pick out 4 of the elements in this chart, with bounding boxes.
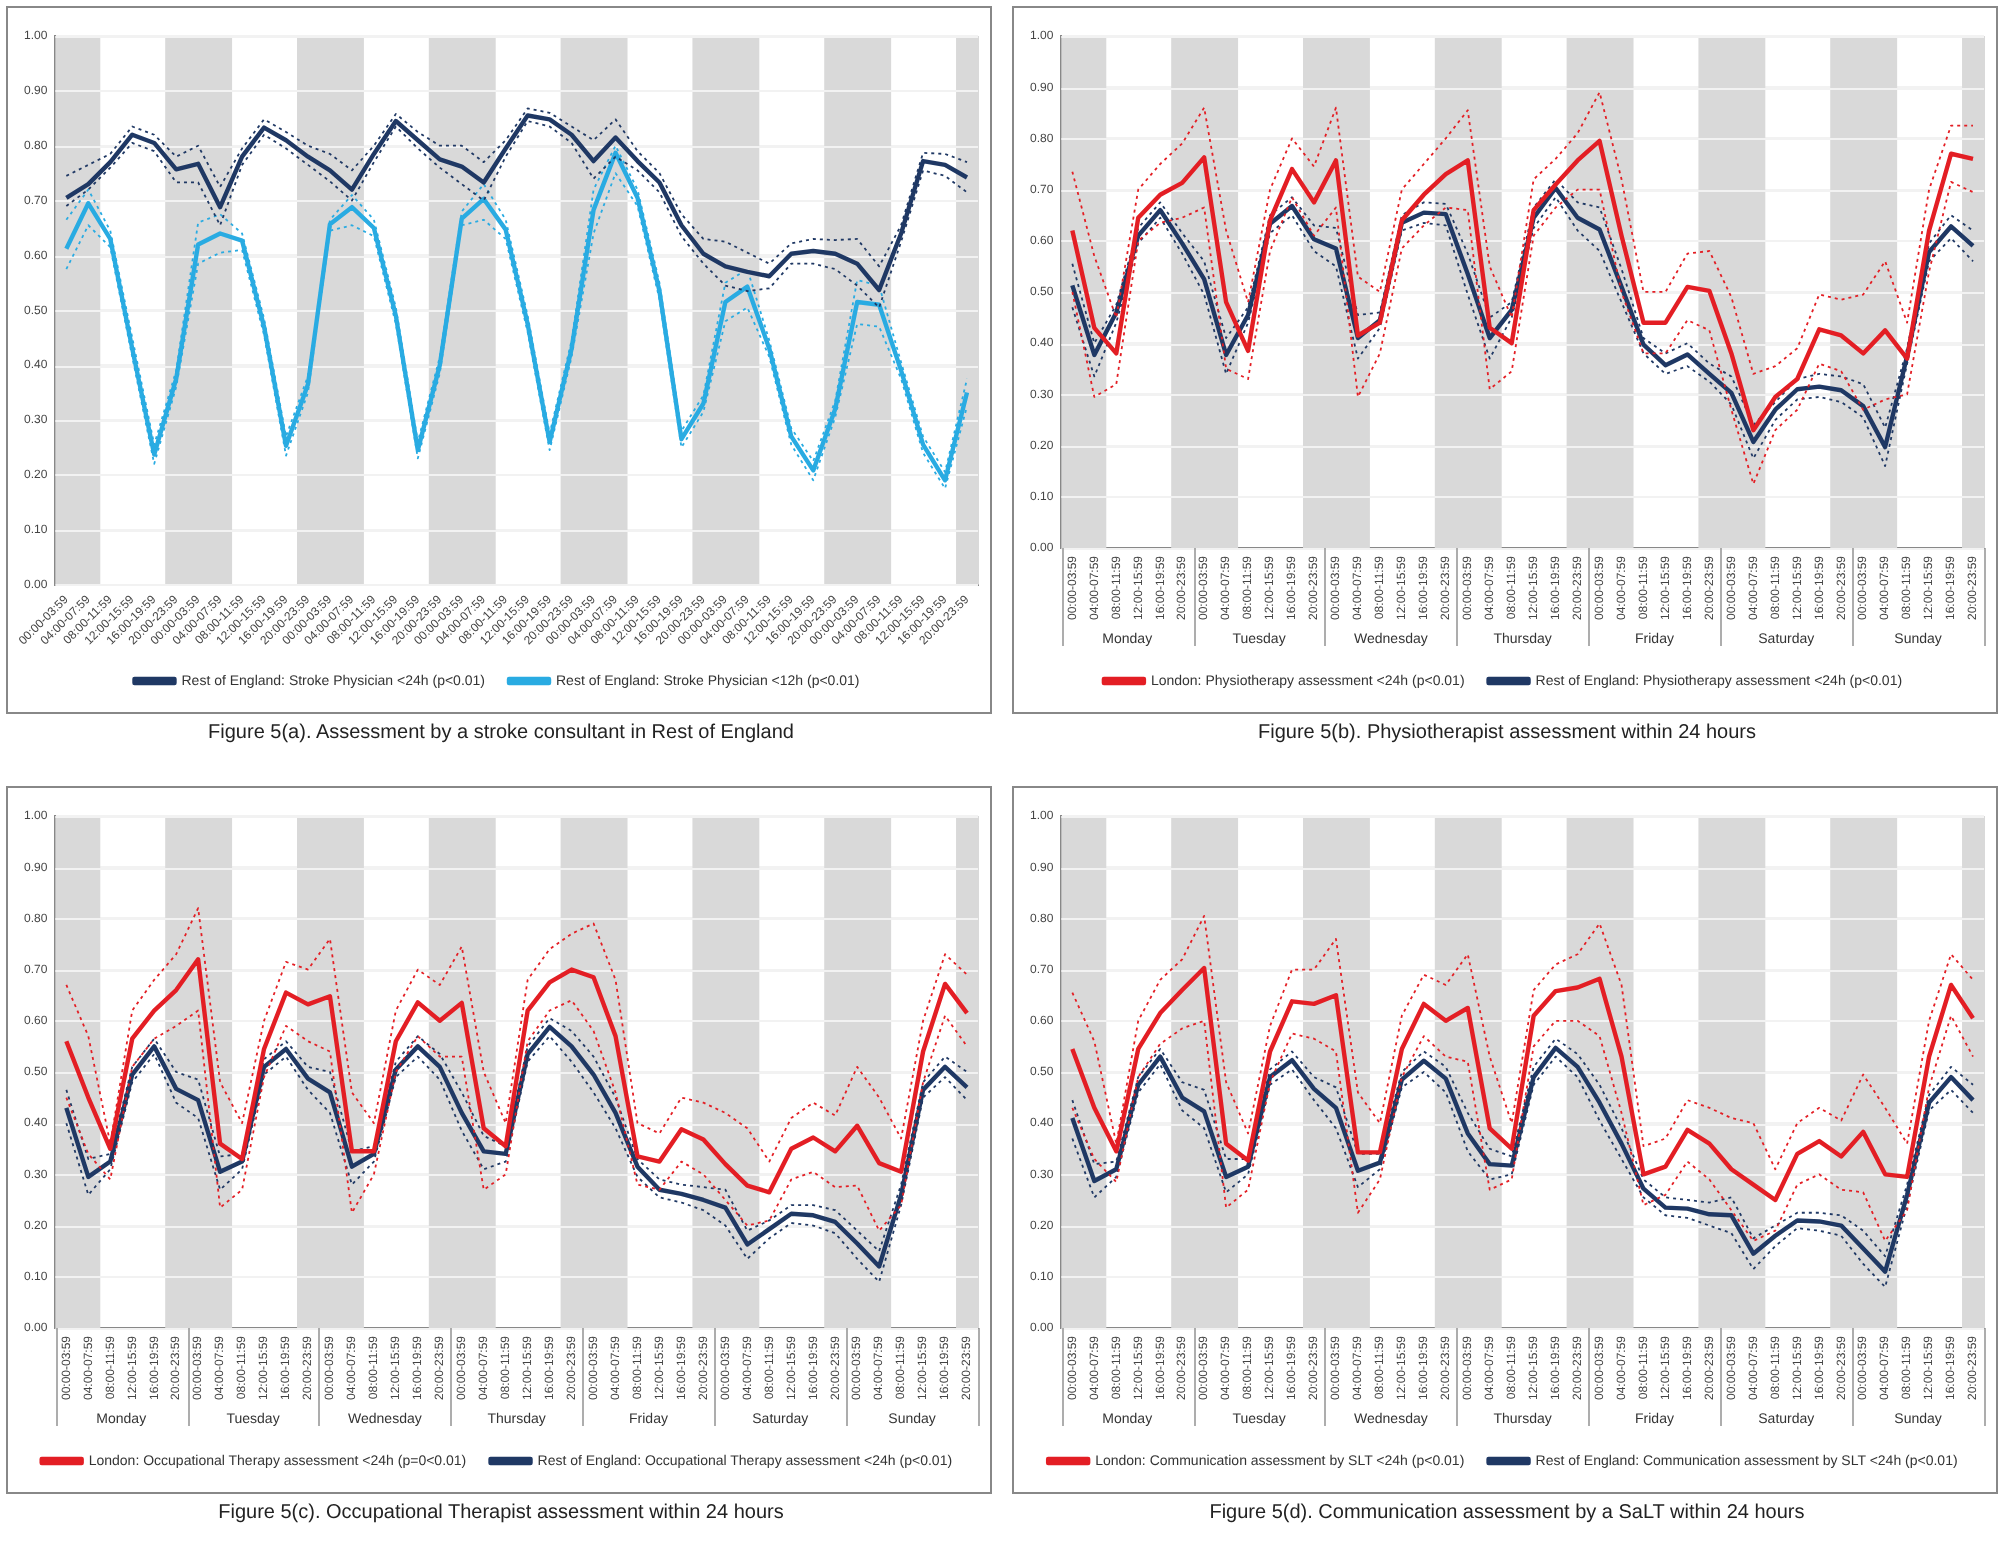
text: Figure 5(c). Occupational Therapist assessment within 24 hours [216,1502,786,1524]
text: Figure 5(a). Assessment by a stroke consultant in Rest of England [206,722,796,744]
text: Figure 5(b). Physiotherapist assessment within 24 hours [1255,722,1758,744]
text: Figure 5(d). Communication assessment by a SaLT within 24 hours [1207,1502,1807,1524]
